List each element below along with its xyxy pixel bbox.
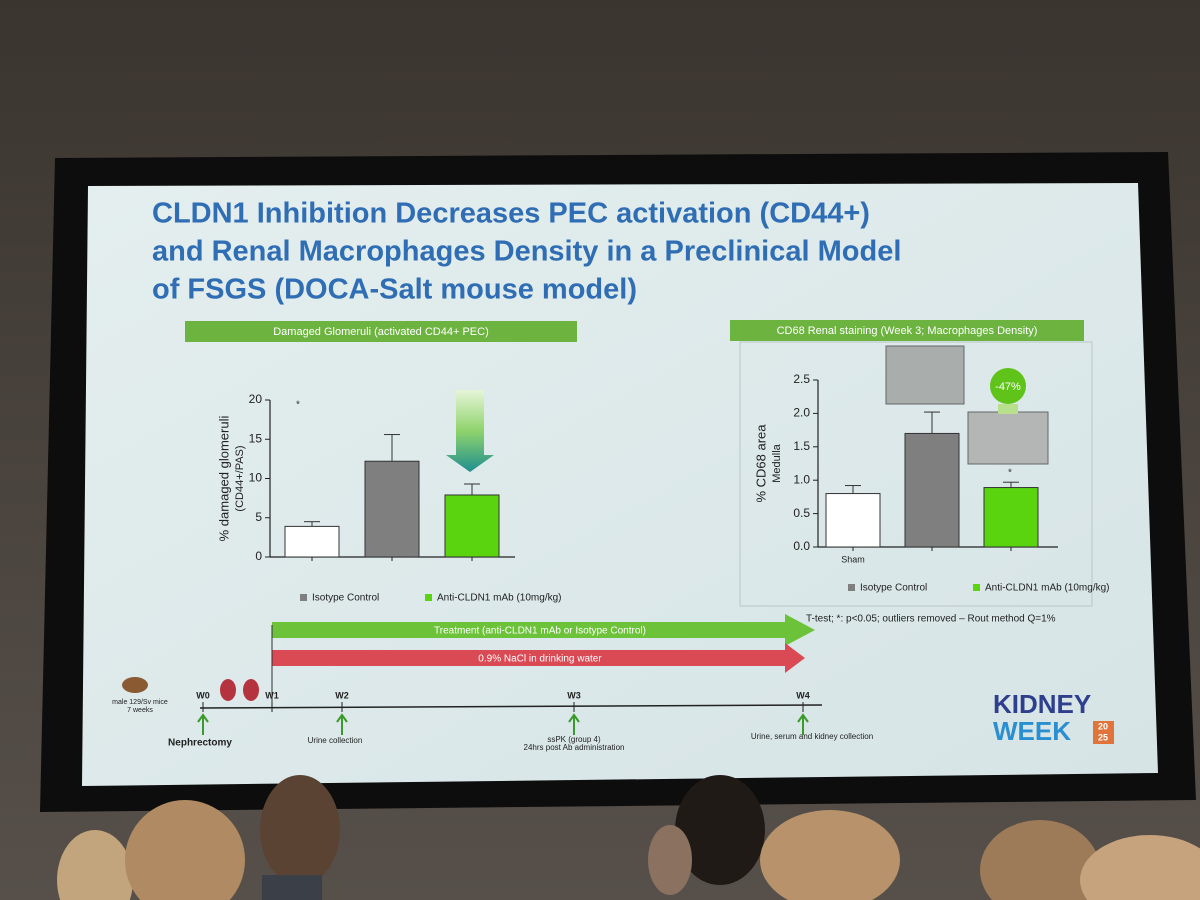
week-label: W2 — [335, 690, 349, 700]
y-tick-label: 0.5 — [793, 506, 810, 520]
y-axis-label: Medulla — [771, 443, 783, 482]
event-arrow — [797, 713, 809, 735]
bar — [284, 525, 340, 558]
y-tick-label: 20 — [249, 392, 263, 406]
annotation: * — [1008, 468, 1012, 479]
event-label: Urine, serum and kidney collection — [751, 732, 873, 741]
legend-swatch — [848, 584, 855, 591]
chart-header: CD68 Renal staining (Week 3; Macrophages… — [777, 325, 1038, 337]
event-arrow — [568, 713, 580, 735]
badge — [990, 368, 1026, 404]
slide-title: and Renal Macrophages Density in a Precl… — [152, 236, 901, 268]
logo-text: KIDNEY — [993, 689, 1091, 719]
legend-swatch — [425, 594, 432, 601]
y-tick-label: 0.0 — [793, 539, 810, 553]
micro-image — [885, 345, 965, 405]
y-tick-label: 0 — [255, 549, 262, 563]
legend-label: Isotype Control — [312, 593, 379, 604]
annotation: * — [296, 400, 300, 411]
bar — [983, 487, 1039, 548]
y-axis-label: % CD68 area — [753, 424, 768, 503]
y-tick-label: 2.0 — [793, 406, 810, 420]
footnote: T-test; *: p<0.05; outliers removed – Ro… — [806, 614, 1056, 625]
week-label: W1 — [265, 690, 279, 700]
arrow-label: 0.9% NaCl in drinking water — [478, 654, 602, 665]
bar — [444, 494, 500, 558]
chart-header: Damaged Glomeruli (activated CD44+ PEC) — [273, 326, 489, 338]
arrow-label: Treatment (anti-CLDN1 mAb or Isotype Con… — [434, 626, 646, 637]
y-tick-label: 5 — [255, 510, 262, 524]
event-arrow — [197, 713, 209, 735]
timeline-axis — [199, 704, 823, 709]
connector — [998, 404, 1018, 414]
slide-title: of FSGS (DOCA-Salt mouse model) — [152, 274, 637, 306]
mice-label: male 129/Sv mice — [112, 699, 168, 706]
mice-label: 7 weeks — [127, 707, 153, 714]
panel-border — [739, 341, 1093, 607]
x-tick-label: Sham — [841, 554, 865, 564]
legend-label: Anti-CLDN1 mAb (10mg/kg) — [437, 593, 561, 604]
timeline-arrow — [272, 643, 805, 673]
bar — [825, 493, 881, 548]
y-tick-label: 1.5 — [793, 439, 810, 453]
week-label: W4 — [796, 690, 810, 700]
week-label: W0 — [196, 690, 210, 700]
bar — [364, 460, 420, 558]
decrease-arrow — [446, 390, 494, 472]
legend-swatch — [973, 584, 980, 591]
chart-header-bg — [185, 321, 577, 342]
kidney-icon — [243, 679, 259, 701]
legend-swatch — [300, 594, 307, 601]
logo-badge — [1093, 721, 1114, 744]
event-label: Nephrectomy — [168, 738, 232, 749]
event-label: Urine collection — [308, 736, 363, 745]
micro-image — [967, 411, 1049, 465]
logo-year: 25 — [1098, 732, 1108, 742]
timeline-arrow — [272, 614, 815, 646]
legend-label: Isotype Control — [860, 583, 927, 594]
week-label: W3 — [567, 690, 581, 700]
bar — [904, 432, 960, 548]
y-tick-label: 10 — [249, 471, 263, 485]
event-arrow — [336, 713, 348, 735]
y-tick-label: 15 — [249, 431, 263, 445]
legend-label: Anti-CLDN1 mAb (10mg/kg) — [985, 583, 1109, 594]
slide-title: CLDN1 Inhibition Decreases PEC activatio… — [152, 198, 870, 230]
event-label: ssPK (group 4) — [547, 735, 601, 744]
y-tick-label: 2.5 — [793, 372, 810, 386]
y-axis-label: (CD44+/PAS) — [234, 445, 246, 511]
y-tick-label: 1.0 — [793, 472, 810, 486]
logo-year: 20 — [1098, 721, 1108, 731]
y-axis-label: % damaged glomeruli — [216, 416, 231, 542]
mouse-icon — [122, 677, 148, 693]
audience — [57, 775, 1200, 900]
annotation: -47% — [995, 381, 1021, 393]
event-label: 24hrs post Ab administration — [524, 743, 625, 752]
chart-header-bg — [730, 320, 1084, 341]
kidney-icon — [220, 679, 236, 701]
logo-text: WEEK — [993, 716, 1071, 746]
